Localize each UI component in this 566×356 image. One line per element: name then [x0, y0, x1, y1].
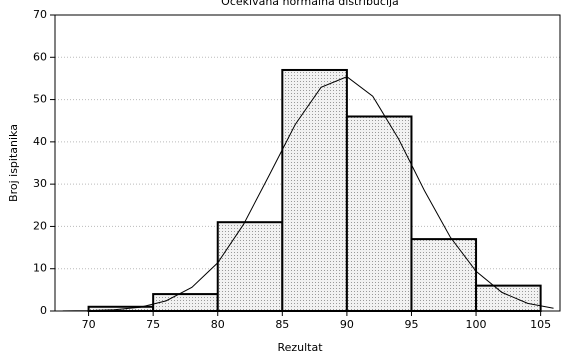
y-tick-label: 10: [33, 262, 47, 275]
y-axis-label: Broj ispitanika: [7, 124, 20, 202]
x-tick-label: 70: [82, 318, 96, 331]
x-tick-label: 95: [404, 318, 418, 331]
y-tick-label: 50: [33, 93, 47, 106]
y-tick-label: 70: [33, 8, 47, 21]
y-tick-label: 30: [33, 177, 47, 190]
y-tick-label: 60: [33, 50, 47, 63]
bar: [216, 221, 284, 312]
y-tick-label: 20: [33, 219, 47, 232]
bar: [475, 284, 542, 312]
x-tick-label: 100: [466, 318, 487, 331]
bar: [281, 68, 348, 312]
x-tick-label: 75: [146, 318, 160, 331]
bar: [410, 238, 478, 312]
normal-curve: [62, 76, 554, 312]
y-tick-label: 40: [33, 135, 47, 148]
x-tick-label: 80: [211, 318, 225, 331]
x-tick-label: 105: [530, 318, 551, 331]
bar: [152, 293, 219, 313]
x-tick-label: 90: [340, 318, 354, 331]
x-tick-label: 85: [275, 318, 289, 331]
bar: [345, 115, 413, 312]
plot-frame: [54, 14, 561, 312]
x-axis-label: Rezultat: [277, 341, 323, 354]
y-tick-label: 0: [40, 304, 47, 317]
chart-title: Očekivana normalna distribucija: [221, 0, 399, 8]
